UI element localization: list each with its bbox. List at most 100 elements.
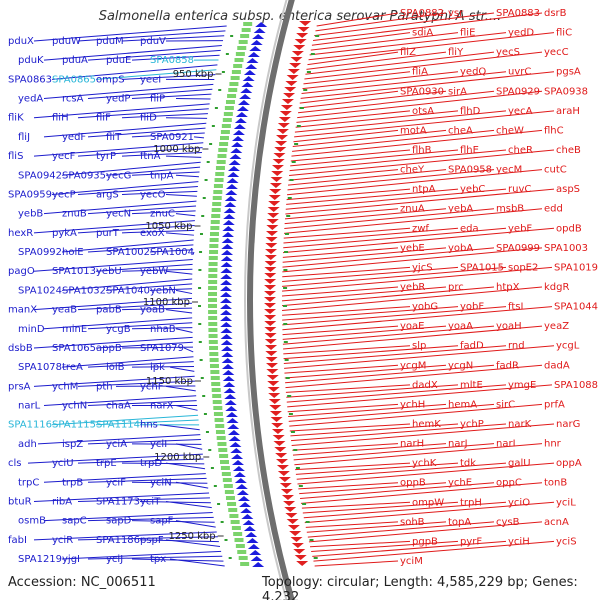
right-gene-label[interactable]: yebF [508,223,532,234]
left-gene-label[interactable]: chaA [106,401,131,412]
right-gene-label[interactable]: sohB [400,517,425,528]
right-gene-label[interactable]: cheY [400,165,425,176]
left-gene-label[interactable]: pduX [8,36,34,47]
right-gene-label[interactable]: kdgR [544,282,569,293]
left-gene-label[interactable]: osmB [18,516,46,527]
right-gene-label[interactable]: mltE [460,380,483,391]
left-gene-label[interactable]: pduM [96,36,124,47]
right-gene-label[interactable]: prfA [544,399,565,410]
left-gene-label[interactable]: yciU [52,458,74,469]
right-gene-label[interactable]: acnA [544,517,569,528]
right-gene-label[interactable]: yebC [460,184,485,195]
right-gene-label[interactable]: yebA [448,204,473,215]
left-gene-label[interactable]: fliP [150,94,165,105]
left-gene-label[interactable]: SPA0959 [8,189,52,200]
left-gene-label[interactable]: yciI [150,439,167,450]
left-gene-label[interactable]: sapC [62,516,87,527]
left-gene-label[interactable]: SPA1116 [8,420,52,431]
right-gene-label[interactable]: cheR [508,145,533,156]
right-gene-label[interactable]: yedQ [460,67,486,78]
right-gene-label[interactable]: ycgN [448,360,473,371]
right-gene-label[interactable]: ychP [460,419,484,430]
left-gene-label[interactable]: fliH [52,113,69,124]
right-gene-label[interactable]: yecM [496,165,522,176]
right-gene-label[interactable]: cysB [496,517,520,528]
left-gene-label[interactable]: minE [62,324,87,335]
right-gene-label[interactable]: oppA [556,458,582,469]
left-gene-label[interactable]: yecF [52,151,76,162]
right-gene-label[interactable]: yecC [544,47,569,58]
left-gene-label[interactable]: narL [18,401,41,412]
left-gene-label[interactable]: yebN [150,285,176,296]
left-gene-label[interactable]: minD [18,324,45,335]
right-gene-label[interactable]: hnr [544,439,562,450]
left-gene-label[interactable]: yebW [140,266,168,277]
right-gene-label[interactable]: SPA0929 [496,86,540,97]
right-gene-label[interactable]: oppB [400,478,426,489]
right-gene-label[interactable]: flhE [460,145,479,156]
right-gene-label[interactable]: SPA0958 [448,165,492,176]
right-gene-label[interactable]: rnd [508,341,525,352]
right-gene-label[interactable]: ftsI [508,302,523,313]
right-gene-label[interactable]: ychE [448,478,472,489]
left-gene-label[interactable]: yoaB [140,305,165,316]
left-gene-label[interactable]: fliS [8,151,23,162]
left-gene-label[interactable]: yebU [96,266,122,277]
left-gene-label[interactable]: sapF [150,516,174,527]
right-gene-label[interactable]: yobF [460,302,484,313]
left-gene-label[interactable]: nhaB [150,324,176,335]
left-gene-label[interactable]: yciN [150,477,172,488]
left-gene-label[interactable]: fliK [8,113,24,124]
right-gene-label[interactable]: htpX [496,282,520,293]
left-gene-label[interactable]: SPA0921 [150,132,194,143]
left-gene-label[interactable]: tyrP [96,151,116,162]
left-gene-label[interactable]: ftnA [140,151,161,162]
right-gene-label[interactable]: SPA0882 [400,8,444,19]
right-gene-label[interactable]: yebE [400,243,425,254]
right-gene-label[interactable]: cheA [448,125,473,136]
left-gene-label[interactable]: ipk [150,362,165,373]
right-gene-label[interactable]: yciS [556,536,577,547]
right-gene-label[interactable]: narI [496,439,516,450]
left-gene-label[interactable]: fliJ [18,132,30,143]
left-gene-label[interactable]: SPA1013 [52,266,96,277]
right-gene-label[interactable]: yoaH [496,321,522,332]
right-gene-label[interactable]: sdiA [412,28,433,39]
right-gene-label[interactable]: narJ [448,439,468,450]
right-gene-label[interactable]: pyrF [460,536,482,547]
right-gene-label[interactable]: SPA0938 [544,86,588,97]
left-gene-label[interactable]: SPA0865 [52,74,96,85]
right-gene-label[interactable]: dadX [412,380,438,391]
right-gene-label[interactable]: trpH [460,497,482,508]
left-gene-label[interactable]: yjgI [62,554,80,565]
left-gene-label[interactable]: pduW [52,36,81,47]
left-gene-label[interactable]: yecN [106,209,131,220]
right-gene-label[interactable]: SPA0930 [400,86,444,97]
right-gene-label[interactable]: yciL [556,497,576,508]
right-gene-label[interactable]: otsA [412,106,434,117]
right-gene-label[interactable]: tdk [460,458,476,469]
right-gene-label[interactable]: yecS [496,47,520,58]
left-gene-label[interactable]: pduA [62,55,88,66]
right-gene-label[interactable]: hemA [448,399,477,410]
right-gene-label[interactable]: yciM [400,556,423,567]
left-gene-label[interactable]: pykA [52,228,77,239]
left-gene-label[interactable]: fliF [96,113,111,124]
right-gene-label[interactable]: SPA1003 [544,243,588,254]
left-gene-label[interactable]: adh [18,439,37,450]
left-gene-label[interactable]: cls [8,458,22,469]
right-gene-label[interactable]: ruvC [508,184,531,195]
left-gene-label[interactable]: SPA1114 [96,420,140,431]
left-gene-label[interactable]: trpB [62,477,83,488]
left-gene-label[interactable]: yciF [106,477,126,488]
left-gene-label[interactable]: holE [62,247,84,258]
right-gene-label[interactable]: pgsA [556,67,581,78]
right-gene-label[interactable]: fliA [412,67,428,78]
right-gene-label[interactable]: cutC [544,165,567,176]
right-gene-label[interactable]: fliZ [400,47,416,58]
right-gene-label[interactable]: SPA1044 [554,302,598,313]
left-gene-label[interactable]: yciJ [106,554,123,565]
right-gene-label[interactable]: aspS [556,184,580,195]
left-gene-label[interactable]: fabI [8,535,27,546]
left-gene-label[interactable]: ycgB [106,324,131,335]
